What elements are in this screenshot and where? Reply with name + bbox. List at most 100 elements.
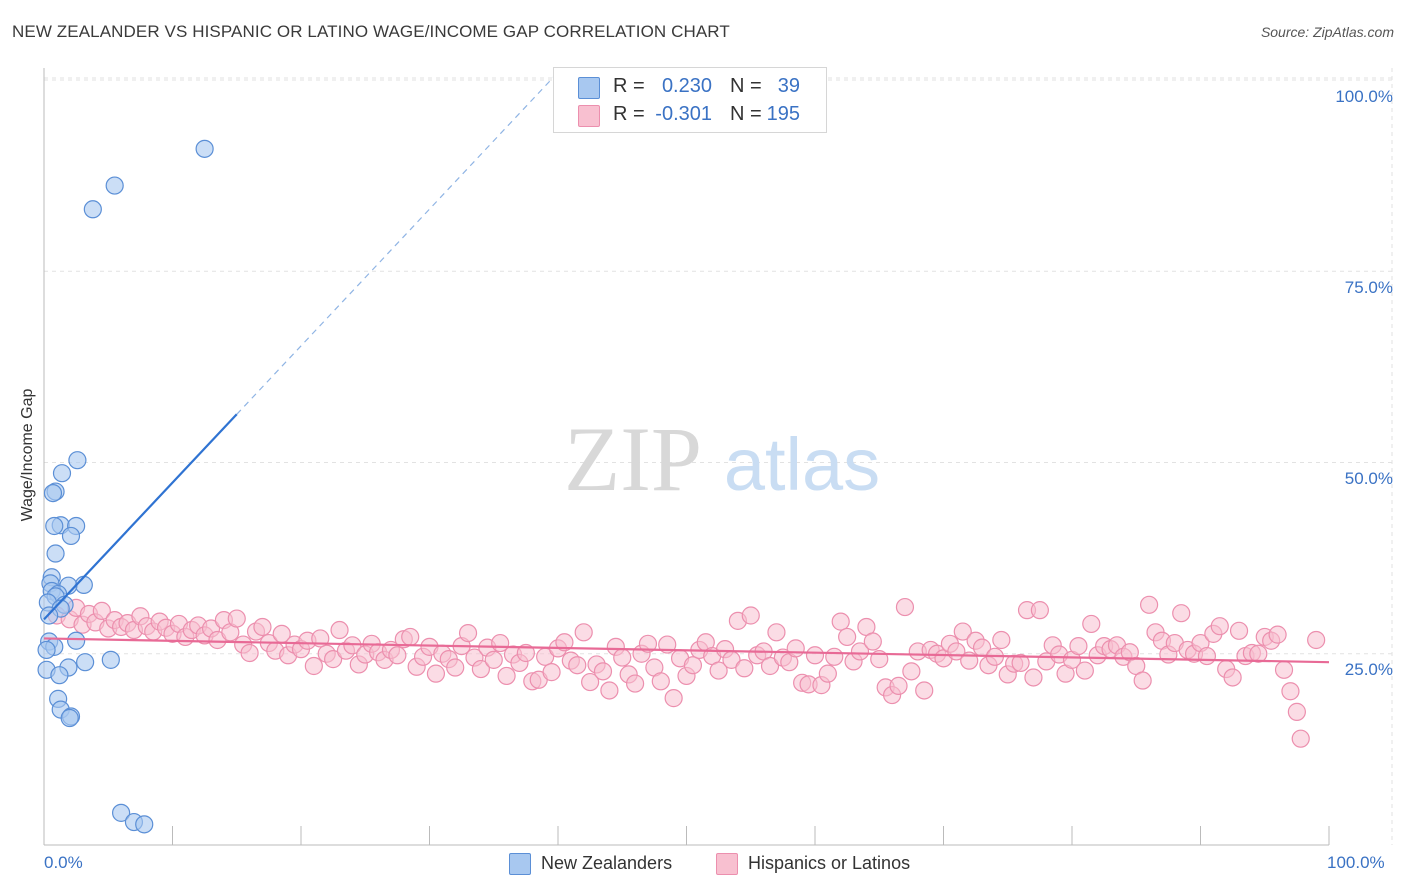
hispanic-point — [593, 662, 613, 681]
new-zealanders-series — [37, 139, 214, 834]
legend-swatch-blue — [578, 77, 600, 99]
hispanic-point — [895, 597, 915, 617]
hispanic-point — [1082, 614, 1101, 634]
legend-row-new-zealanders: R = 0.230 N = 39 — [554, 73, 826, 101]
legend-n-label: N = — [730, 75, 762, 97]
hispanic-point — [741, 606, 760, 625]
new-zealander-point — [195, 139, 214, 158]
hispanic-point — [818, 664, 837, 683]
legend-swatch-pink — [578, 105, 600, 127]
hispanic-point — [1307, 630, 1326, 650]
hispanic-point — [1030, 601, 1049, 620]
hispanic-point — [581, 672, 600, 692]
hispanic-point — [992, 630, 1011, 650]
hispanic-point — [1268, 625, 1287, 644]
hispanic-point — [1133, 671, 1152, 690]
new-zealander-point — [135, 815, 154, 834]
hispanic-point — [953, 622, 972, 641]
axes — [43, 68, 1330, 846]
legend-r-value: -0.301 — [655, 103, 712, 125]
new-zealander-point — [67, 631, 86, 650]
hispanic-point — [555, 633, 574, 652]
y-tick-50: 50.0% — [1344, 469, 1393, 488]
stats-legend: R = 0.230 N = 39 R = -0.301 N = 195 — [553, 67, 827, 133]
hispanic-point — [446, 658, 465, 677]
hispanic-point — [651, 672, 670, 691]
hispanic-point — [805, 646, 825, 665]
hispanics-series — [47, 595, 1326, 748]
hispanic-point — [638, 634, 658, 653]
hispanic-point — [1172, 604, 1191, 623]
hispanic-point — [613, 648, 632, 667]
hispanic-point — [1075, 661, 1094, 680]
hispanic-point — [253, 617, 272, 637]
new-zealander-point — [76, 653, 95, 672]
legend-n-label: N = — [730, 103, 762, 125]
legend-n-value: 39 — [777, 75, 800, 97]
new-zealander-point — [37, 640, 56, 660]
hispanic-point — [889, 676, 908, 695]
hispanic-point — [850, 642, 870, 661]
chart-source: Source: ZipAtlas.com — [1260, 24, 1394, 40]
new-zealander-point — [61, 526, 81, 546]
watermark: ZIP atlas — [564, 408, 880, 510]
new-zealander-point — [101, 650, 120, 669]
new-zealander-point — [83, 200, 102, 219]
bottom-legend-label: Hispanics or Latinos — [748, 853, 911, 873]
hispanic-point — [1210, 617, 1229, 636]
hispanic-point — [902, 662, 921, 681]
hispanic-point — [1287, 702, 1306, 721]
new-zealander-point — [74, 575, 93, 595]
x-tick-100: 100.0% — [1327, 853, 1385, 872]
hispanic-point — [825, 647, 844, 666]
y-tick-100: 100.0% — [1335, 87, 1393, 106]
hispanic-point — [497, 666, 516, 686]
hispanic-point — [484, 650, 503, 669]
new-zealander-point — [40, 606, 59, 625]
new-zealander-point — [68, 451, 87, 470]
gridlines — [44, 68, 1395, 845]
bottom-legend-label: New Zealanders — [541, 853, 673, 873]
hispanic-point — [1291, 729, 1310, 748]
new-zealander-point — [105, 176, 124, 195]
new-zealander-point — [43, 484, 63, 503]
hispanic-point — [735, 659, 754, 678]
hispanic-point — [471, 659, 490, 679]
hispanic-point — [760, 656, 780, 676]
hispanic-point — [863, 632, 882, 651]
hispanic-point — [709, 661, 728, 680]
watermark-zip: ZIP — [564, 408, 702, 510]
legend-r-label: R = — [613, 103, 645, 125]
hispanic-point — [92, 601, 111, 621]
hispanic-point — [426, 664, 446, 683]
hispanic-point — [838, 627, 857, 647]
hispanic-point — [915, 681, 934, 700]
hispanic-point — [324, 650, 343, 669]
new-zealander-point — [52, 464, 72, 483]
bottom-legend-swatch-blue — [509, 853, 531, 875]
hispanic-point — [625, 674, 645, 693]
hispanic-point — [1197, 646, 1217, 666]
hispanic-point — [683, 656, 703, 675]
hispanic-point — [330, 620, 349, 640]
watermark-atlas: atlas — [724, 423, 880, 506]
legend-n-value: 195 — [766, 103, 800, 125]
hispanic-point — [1139, 595, 1159, 614]
trend-lines — [43, 71, 1330, 664]
y-tick-75: 75.0% — [1344, 278, 1393, 297]
hispanic-point — [516, 643, 535, 663]
hispanic-point — [1229, 621, 1249, 640]
hispanic-point — [227, 609, 246, 628]
hispanic-point — [542, 663, 561, 682]
hispanic-point — [1223, 668, 1242, 687]
hispanic-point — [240, 643, 259, 663]
chart-title: NEW ZEALANDER VS HISPANIC OR LATINO WAGE… — [12, 22, 730, 41]
hispanic-point — [831, 612, 850, 631]
hispanic-point — [401, 627, 420, 647]
hispanic-point — [1024, 668, 1043, 687]
new-zealander-point — [111, 803, 131, 822]
bottom-legend-swatch-pink — [716, 853, 738, 875]
hispanic-point — [664, 689, 683, 708]
legend-r-label: R = — [613, 75, 645, 97]
hispanic-point — [304, 656, 323, 676]
